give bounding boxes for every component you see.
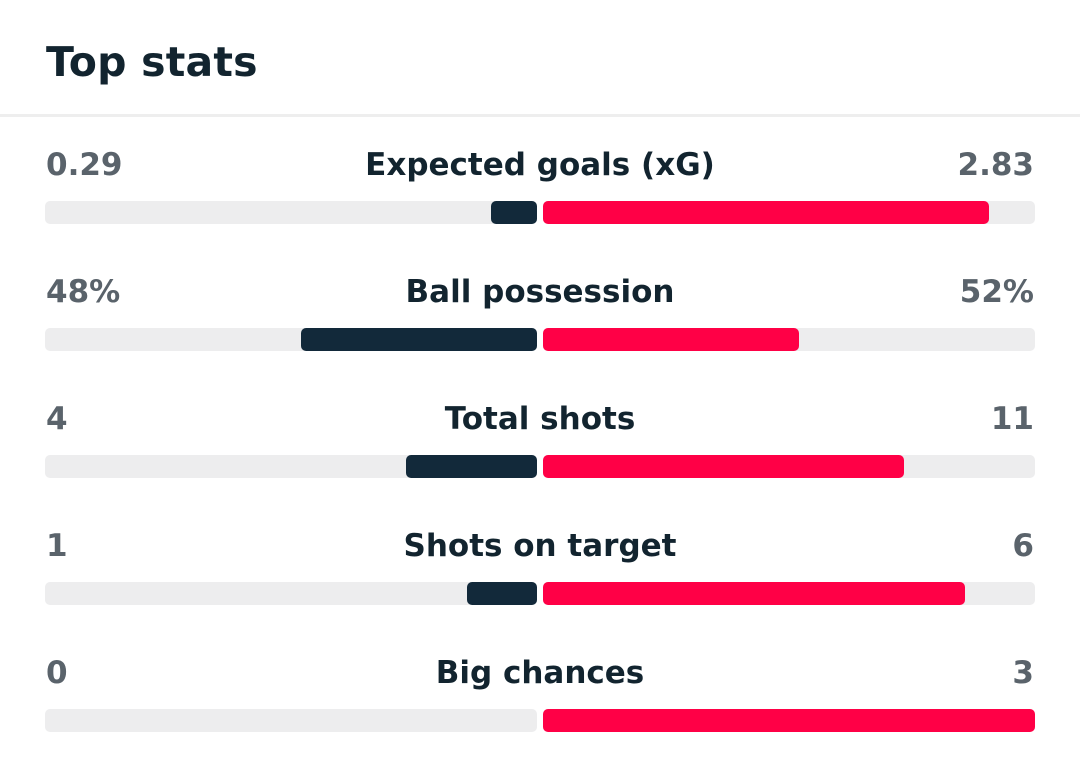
- home-bar-fill: [491, 201, 537, 224]
- stat-row-shots-on-target: 1 Shots on target 6: [0, 498, 1080, 608]
- stat-row-ball-possession: 48% Ball possession 52%: [0, 244, 1080, 354]
- home-value: 4: [46, 401, 68, 437]
- away-value: 52%: [959, 274, 1034, 310]
- stat-label: Total shots: [444, 401, 636, 437]
- top-stats-header: Top stats: [0, 0, 1080, 117]
- stat-row-total-shots: 4 Total shots 11: [0, 371, 1080, 481]
- away-bar-fill: [543, 582, 965, 605]
- home-bar-fill: [300, 328, 537, 351]
- away-value: 11: [990, 401, 1034, 437]
- section-title: Top stats: [46, 38, 258, 86]
- home-bar-fill: [405, 455, 537, 478]
- home-value: 0.29: [46, 147, 123, 183]
- away-value: 3: [1012, 655, 1034, 691]
- away-value: 2.83: [957, 147, 1035, 183]
- stat-row-big-chances: 0 Big chances 3: [0, 625, 1080, 735]
- away-bar-fill: [543, 201, 990, 224]
- away-bar-track: [543, 201, 1035, 224]
- away-bar-track: [543, 455, 1035, 478]
- home-value: 1: [46, 528, 68, 564]
- home-bar-track: [45, 582, 537, 605]
- stat-label: Big chances: [435, 655, 645, 691]
- home-bar-fill: [466, 582, 537, 605]
- home-bar-track: [45, 709, 537, 732]
- away-bar-track: [543, 582, 1035, 605]
- away-bar-fill: [543, 455, 904, 478]
- stat-row-expected-goals: 0.29 Expected goals (xG) 2.83: [0, 117, 1080, 227]
- stat-label: Ball possession: [405, 274, 675, 310]
- away-bar-track: [543, 709, 1035, 732]
- home-bar-track: [45, 328, 537, 351]
- home-bar-track: [45, 455, 537, 478]
- home-bar-track: [45, 201, 537, 224]
- home-value: 0: [46, 655, 68, 691]
- stat-label: Shots on target: [403, 528, 677, 564]
- away-bar-track: [543, 328, 1035, 351]
- home-value: 48%: [46, 274, 121, 310]
- away-bar-fill: [543, 709, 1035, 732]
- stat-label: Expected goals (xG): [365, 147, 715, 183]
- away-bar-fill: [543, 328, 799, 351]
- away-value: 6: [1012, 528, 1034, 564]
